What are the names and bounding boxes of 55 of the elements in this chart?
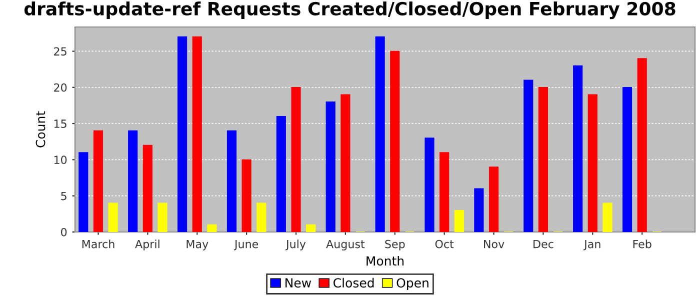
bar [637,58,647,232]
legend-label: Closed [334,278,374,288]
legend-label: New [286,278,312,288]
bar [78,152,88,232]
bar [340,94,350,232]
bar [424,138,434,232]
x-tick-label: July [285,240,306,250]
bar [524,80,534,232]
bar [207,224,217,232]
bar [177,36,188,232]
bar [291,87,301,232]
chart-title: drafts-update-ref Requests Created/Closed/Open February 2008 [24,2,676,20]
x-tick-label: May [186,240,208,250]
bar [573,65,583,232]
bar [326,101,336,232]
x-tick-label: June [234,240,258,250]
bar [602,202,612,232]
bar [128,130,138,232]
bar [440,152,450,232]
bar [488,166,499,232]
bar [588,94,598,232]
legend-label: Open [396,278,428,290]
y-tick-label: 0 [61,228,67,236]
y-axis-title: Count [36,111,46,148]
x-tick-label: Feb [633,240,652,248]
y-tick-label: 10 [54,156,67,164]
bar [93,130,104,232]
bar [158,202,168,232]
bar [375,36,385,232]
x-axis-title: Month [366,256,404,266]
bar [256,202,266,232]
bar [622,87,632,232]
bar [390,50,400,232]
bar [454,210,464,232]
y-tick-label: 25 [54,47,66,56]
y-tick-label: 15 [54,120,66,128]
x-tick-label: April [135,240,160,250]
bar [142,144,152,232]
bar [242,159,252,232]
bar [474,188,484,232]
bar [538,87,548,232]
bar [108,202,118,232]
x-tick-label: Nov [484,240,504,248]
x-tick-label: Sep [385,240,405,250]
bar [306,224,316,232]
x-tick-label: Oct [435,240,454,248]
y-tick-label: 20 [54,83,67,92]
bar [192,36,202,232]
x-tick-label: March [82,240,114,248]
bar [276,116,286,232]
x-tick-label: Jan [584,240,600,250]
y-tick-label: 5 [61,192,66,200]
x-tick-label: Dec [534,240,554,248]
x-tick-label: August [326,240,365,250]
bar [226,130,237,232]
